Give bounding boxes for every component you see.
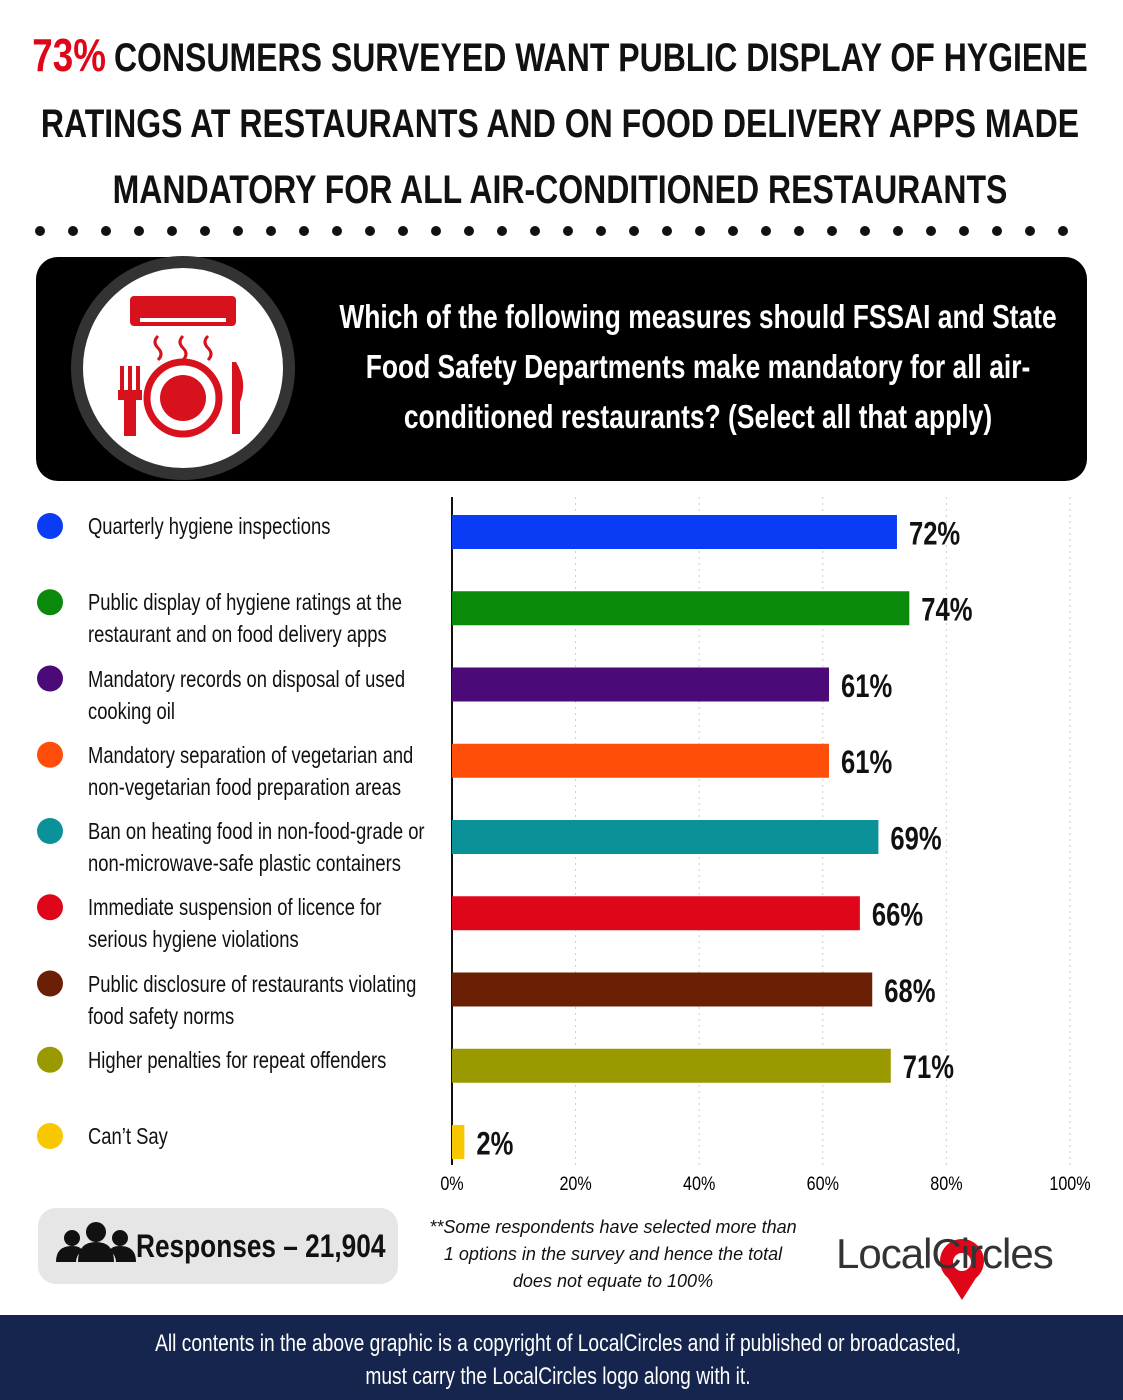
value-label: 61%: [841, 746, 892, 781]
footnote: **Some respondents have selected more th…: [429, 1217, 797, 1291]
value-label: 69%: [890, 822, 941, 857]
legend-dot: [37, 1123, 63, 1149]
legend-dot: [37, 1046, 63, 1073]
legend-dot: [37, 970, 63, 997]
footer-text: All contents in the above graphic is a c…: [155, 1330, 961, 1390]
category-label: Quarterly hygiene inspections: [88, 513, 331, 539]
legend-dot: [37, 665, 63, 692]
legend-dot: [37, 894, 63, 921]
value-label: 66%: [872, 898, 923, 933]
category-label: Ban on heating food in non-food-grade or…: [88, 818, 425, 876]
category-label: Can’t Say: [88, 1123, 168, 1149]
category-label: Higher penalties for repeat offenders: [88, 1046, 387, 1073]
question-box: [36, 257, 1087, 481]
legend-dot: [37, 589, 63, 616]
footer: All contents in the above graphic is a c…: [0, 1315, 1123, 1400]
title-text: CONSUMERS SURVEYED WANT PUBLIC DISPLAY O…: [40, 36, 1088, 212]
legend-dot: [37, 818, 63, 844]
x-tick-label: 40%: [683, 1173, 716, 1195]
x-tick-label: 0%: [440, 1173, 464, 1195]
people-icon: [56, 1222, 136, 1262]
value-label: 71%: [903, 1051, 954, 1086]
legend-dot: [37, 741, 63, 768]
value-label: 74%: [921, 593, 972, 628]
category-label: Mandatory separation of vegetarian and n…: [88, 741, 414, 800]
bar: [452, 972, 873, 1007]
bar: [452, 896, 860, 931]
dots-divider: [35, 226, 1068, 236]
bar: [452, 667, 829, 702]
bar: [452, 743, 829, 778]
bar: [452, 515, 897, 549]
responses: Responses – 21,904: [136, 1228, 386, 1264]
title: 73% CONSUMERS SURVEYED WANT PUBLIC DISPLA…: [0, 22, 1120, 223]
value-label: 68%: [884, 974, 935, 1009]
category-label: Public disclosure of restaurants violati…: [88, 970, 417, 1029]
x-tick-label: 80%: [930, 1173, 963, 1195]
icon: [71, 256, 295, 480]
value-label: 72%: [909, 517, 960, 552]
question: Which of the following measures should F…: [339, 298, 1057, 435]
category-label: Mandatory records on disposal of used co…: [88, 665, 406, 724]
value-label: 61%: [841, 669, 892, 704]
category-label: Public display of hygiene ratings at the…: [88, 589, 403, 648]
title-highlight: 73%: [32, 29, 106, 81]
responses-box: [38, 1208, 398, 1284]
bar: [452, 1048, 891, 1083]
x-tick-label: 60%: [807, 1173, 840, 1195]
bar: [452, 591, 910, 626]
x-tick-label: 20%: [559, 1173, 592, 1195]
category-label: Immediate suspension of licence for seri…: [88, 894, 382, 953]
value-label: 2%: [476, 1127, 513, 1162]
logo: LocalCircles: [836, 1230, 1054, 1277]
bar: [452, 1125, 465, 1159]
x-tick-label: 100%: [1049, 1173, 1091, 1195]
bar: [452, 820, 879, 854]
logo-pin: [940, 1239, 984, 1300]
legend-dot: [37, 513, 63, 539]
